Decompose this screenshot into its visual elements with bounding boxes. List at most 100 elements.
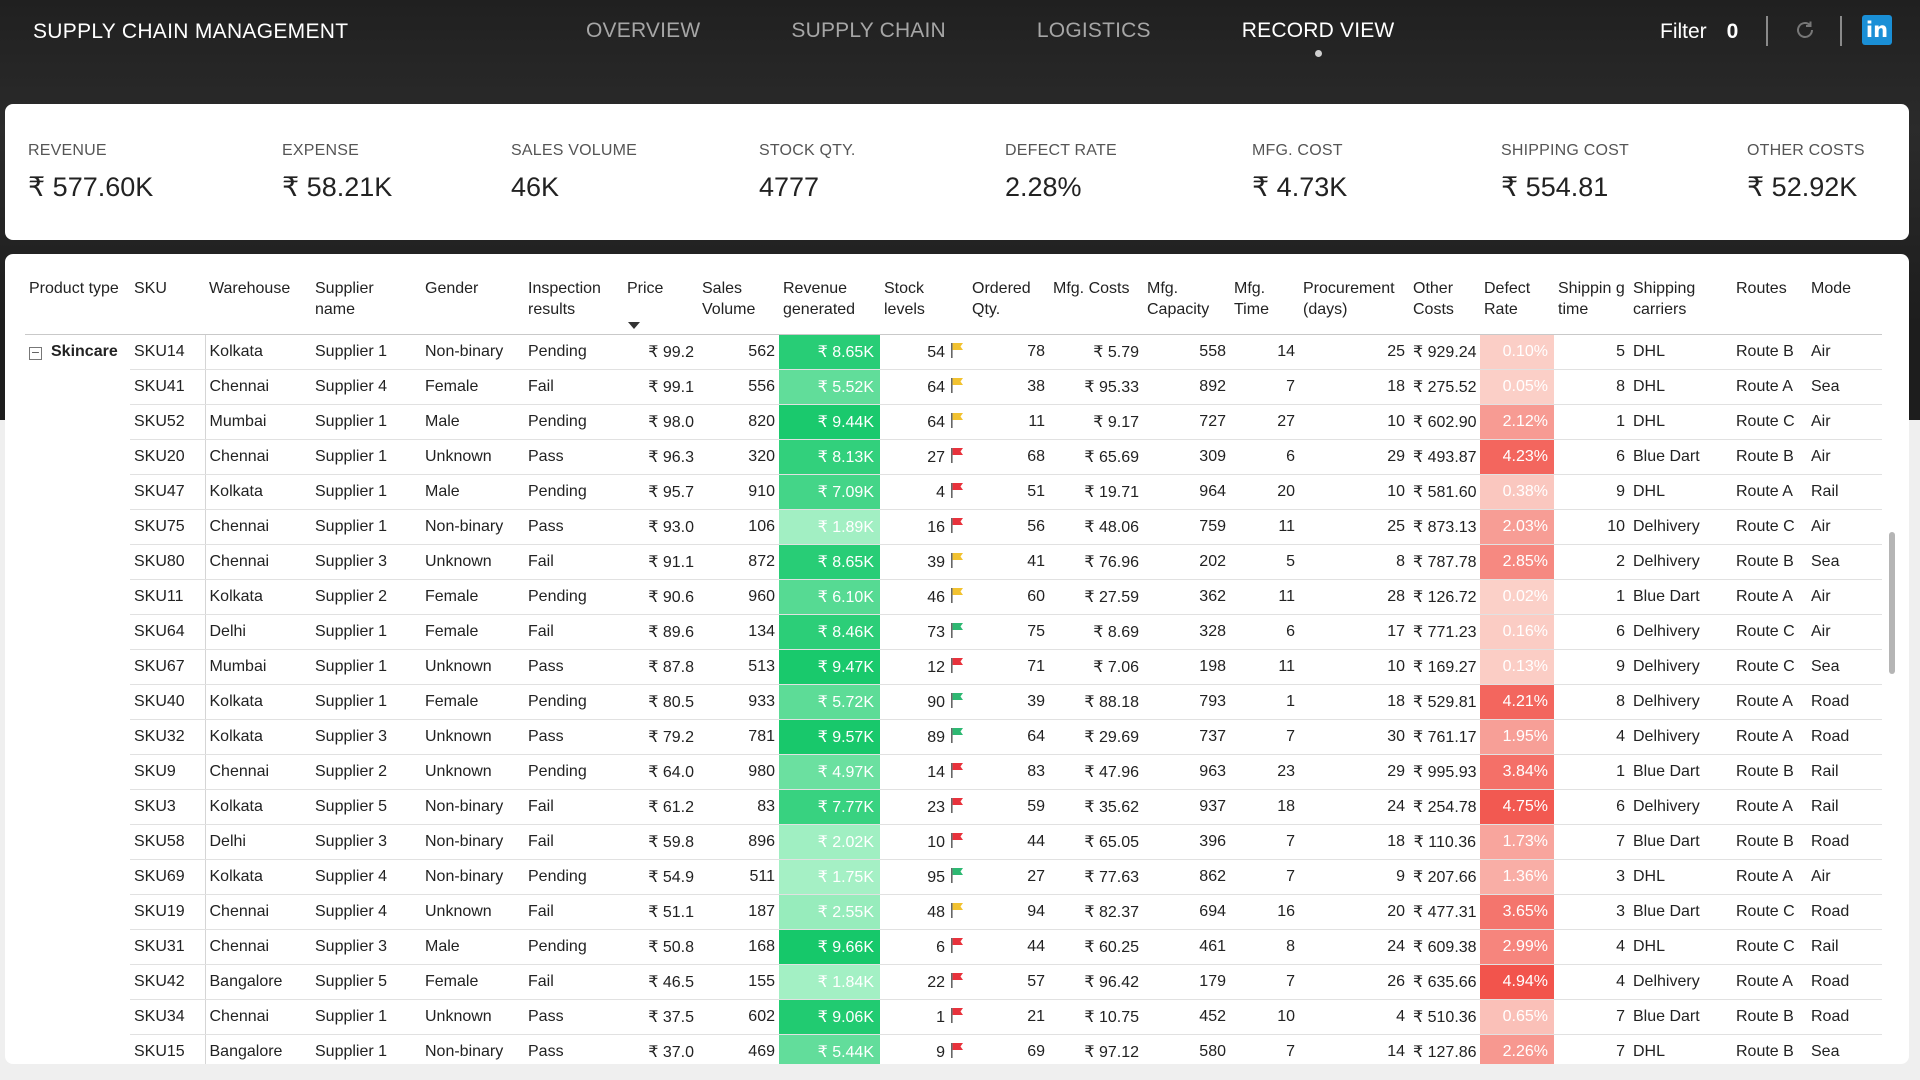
collapse-icon[interactable]: − [29,346,42,361]
table-row[interactable]: SKU20 Chennai Supplier 1 Unknown Pass ₹ 96.3 3… [25,439,1882,475]
mfg-cost-cell: ₹ 29.69 [1049,719,1143,755]
table-row[interactable]: SKU52 Mumbai Supplier 1 Male Pending ₹ 98.0 82… [25,404,1882,440]
defect-rate-cell: 3.84% [1480,754,1554,790]
other-costs-cell: ₹ 127.86 [1409,1034,1480,1064]
table-row[interactable]: SKU34 Chennai Supplier 1 Unknown Pass ₹ 37.5 6… [25,999,1882,1035]
price-cell: ₹ 51.1 [623,894,698,930]
refresh-icon[interactable] [1792,18,1818,44]
carrier-cell: DHL [1629,369,1732,405]
stock-level-cell: 64 [880,369,968,405]
kpi-label: OTHER COSTS [1747,142,1865,159]
product-type-cell [25,650,130,685]
supplier-cell: Supplier 1 [311,509,421,545]
sales-volume-cell: 320 [698,439,779,475]
kpi-label: EXPENSE [282,142,359,159]
mode-cell: Rail [1807,789,1882,825]
column-header[interactable]: Price [623,270,698,335]
stock-level-cell: 4 [880,474,968,510]
column-header[interactable]: Ordered Qty. [968,270,1049,335]
column-header[interactable]: Mfg. Capacity [1143,270,1230,335]
ordered-qty-cell: 27 [968,859,1049,895]
column-header[interactable]: Revenue generated [779,270,880,335]
column-header[interactable]: Mode [1807,270,1882,335]
column-header[interactable]: SKU [130,270,205,335]
product-type-cell [25,440,130,475]
gender-cell: Female [421,369,524,405]
mfg-cost-cell: ₹ 77.63 [1049,859,1143,895]
mode-cell: Air [1807,404,1882,440]
product-type-cell [25,615,130,650]
supplier-cell: Supplier 4 [311,894,421,930]
mfg-cost-cell: ₹ 27.59 [1049,579,1143,615]
table-row[interactable]: SKU3 Kolkata Supplier 5 Non-binary Fail ₹ 61.… [25,789,1882,825]
product-type-cell[interactable]: − Skincare [25,335,130,370]
table-row[interactable]: SKU19 Chennai Supplier 4 Unknown Fail ₹ 51.1 1… [25,894,1882,930]
column-header[interactable]: Mfg. Time [1230,270,1299,335]
revenue-cell: ₹ 8.46K [779,614,880,650]
kpi-value: ₹ 58.21K [282,172,393,202]
tab-overview[interactable]: OVERVIEW [586,19,701,42]
table-row[interactable]: SKU42 Bangalore Supplier 5 Female Fail ₹ 46.5… [25,964,1882,1000]
column-header-label: Price [627,280,664,297]
carrier-cell: Delhivery [1629,614,1732,650]
table-row[interactable]: SKU64 Delhi Supplier 1 Female Fail ₹ 89.6 134 ₹… [25,614,1882,650]
warehouse-cell: Bangalore [204,1034,311,1064]
column-header[interactable]: Stock levels [880,270,968,335]
mfg-time-cell: 18 [1230,789,1299,825]
table-row[interactable]: SKU9 Chennai Supplier 2 Unknown Pending ₹ 64.… [25,754,1882,790]
linkedin-icon[interactable]: in [1862,15,1892,45]
table-row[interactable]: SKU67 Mumbai Supplier 1 Unknown Pass ₹ 87.8 51… [25,649,1882,685]
table-row[interactable]: SKU41 Chennai Supplier 4 Female Fail ₹ 99.1 55… [25,369,1882,405]
ordered-qty-cell: 44 [968,824,1049,860]
column-header[interactable]: Gender [421,270,524,335]
procurement-cell: 8 [1299,544,1409,580]
route-cell: Route C [1732,649,1807,685]
tab-record-view[interactable]: RECORD VIEW [1242,19,1395,57]
table-row[interactable]: SKU15 Bangalore Supplier 1 Non-binary Pass ₹ … [25,1034,1882,1064]
inspection-cell: Pass [524,1034,623,1064]
column-header[interactable]: Mfg. Costs [1049,270,1143,335]
column-header[interactable]: Procurement (days) [1299,270,1409,335]
other-costs-cell: ₹ 995.93 [1409,754,1480,790]
sort-descending-icon[interactable] [628,322,640,329]
stock-level-cell: 46 [880,579,968,615]
column-header[interactable]: Inspection results [524,270,623,335]
table-row[interactable]: SKU75 Chennai Supplier 1 Non-binary Pass ₹ 93… [25,509,1882,545]
column-header[interactable]: Warehouse [205,270,311,335]
column-header[interactable]: Routes [1732,270,1807,335]
table-row[interactable]: SKU40 Kolkata Supplier 1 Female Pending ₹ 80.… [25,684,1882,720]
table-row[interactable]: SKU58 Delhi Supplier 3 Non-binary Fail ₹ 59.8… [25,824,1882,860]
tab-logistics[interactable]: LOGISTICS [1036,19,1151,42]
column-header[interactable]: Shipping carriers [1629,270,1732,335]
table-row[interactable]: SKU69 Kolkata Supplier 4 Non-binary Pending ₹… [25,859,1882,895]
tab-supply-chain[interactable]: SUPPLY CHAIN [791,19,946,42]
route-cell: Route A [1732,719,1807,755]
revenue-cell: ₹ 9.47K [779,649,880,685]
inspection-cell: Pass [524,719,623,755]
route-cell: Route A [1732,789,1807,825]
supplier-cell: Supplier 5 [311,964,421,1000]
filter-button[interactable]: Filter 0 [1660,20,1738,44]
warehouse-cell: Chennai [204,929,311,965]
column-header[interactable]: Sales Volume [698,270,779,335]
mfg-cost-cell: ₹ 48.06 [1049,509,1143,545]
table-row[interactable]: SKU47 Kolkata Supplier 1 Male Pending ₹ 95.7 9… [25,474,1882,510]
product-type-cell [25,755,130,790]
column-header[interactable]: Product type [25,270,130,335]
table-row[interactable]: SKU80 Chennai Supplier 3 Unknown Fail ₹ 91.1 8… [25,544,1882,580]
column-header[interactable]: Defect Rate [1480,270,1554,335]
sku-cell: SKU31 [130,929,205,965]
column-header[interactable]: Shippin g time [1554,270,1629,335]
table-row[interactable]: − Skincare SKU14 Kolkata Supplier 1 Non-binar… [25,334,1882,370]
table-row[interactable]: SKU32 Kolkata Supplier 3 Unknown Pass ₹ 79.2 7… [25,719,1882,755]
table-row[interactable]: SKU31 Chennai Supplier 3 Male Pending ₹ 50.8 1… [25,929,1882,965]
vertical-scrollbar[interactable] [1889,532,1895,674]
inspection-cell: Fail [524,894,623,930]
table-row[interactable]: SKU11 Kolkata Supplier 2 Female Pending ₹ 90.… [25,579,1882,615]
mfg-capacity-cell: 862 [1143,859,1230,895]
supplier-cell: Supplier 2 [311,579,421,615]
column-header[interactable]: Other Costs [1409,270,1480,335]
column-header[interactable]: Supplier name [311,270,421,335]
flag-icon [951,553,963,568]
procurement-cell: 10 [1299,474,1409,510]
